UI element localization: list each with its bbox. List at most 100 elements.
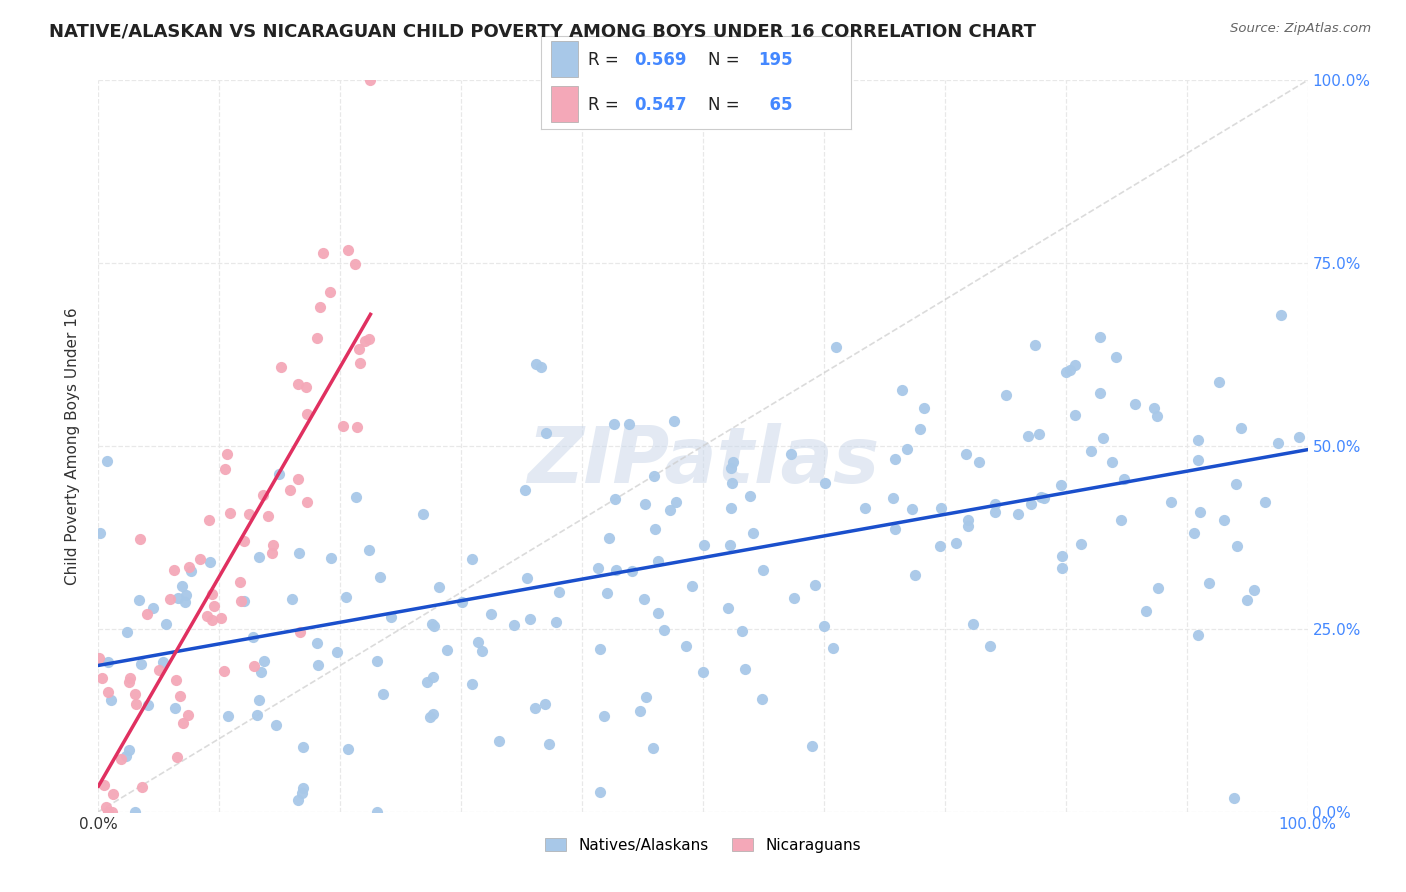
Point xyxy=(1225,477,1247,491)
Point xyxy=(523,701,546,715)
Point xyxy=(984,497,1007,511)
Point xyxy=(332,419,354,434)
Point xyxy=(1064,409,1087,423)
FancyBboxPatch shape xyxy=(551,87,578,122)
Point xyxy=(537,737,560,751)
Point xyxy=(93,778,115,792)
Point xyxy=(641,740,664,755)
Point xyxy=(346,420,368,434)
Point xyxy=(955,447,977,461)
Point xyxy=(287,546,309,560)
Point xyxy=(353,334,375,349)
Point xyxy=(97,655,120,669)
Point xyxy=(135,607,157,622)
Point xyxy=(152,655,174,669)
Point xyxy=(366,805,388,819)
Point xyxy=(1080,444,1102,458)
Point xyxy=(929,500,952,515)
Point xyxy=(422,619,444,633)
Point xyxy=(198,513,221,527)
Point xyxy=(242,630,264,644)
Point xyxy=(908,421,931,435)
Point xyxy=(253,654,276,668)
Point xyxy=(471,644,494,658)
Point xyxy=(214,462,236,476)
Point xyxy=(524,357,547,371)
Point xyxy=(288,624,311,639)
Point xyxy=(249,693,271,707)
Point xyxy=(1188,505,1211,519)
Point xyxy=(855,500,877,515)
Point xyxy=(419,710,441,724)
Point xyxy=(617,417,640,431)
Point xyxy=(359,332,381,346)
Point xyxy=(371,687,394,701)
Point xyxy=(197,608,219,623)
Point xyxy=(136,698,159,712)
Point xyxy=(605,563,627,577)
Point xyxy=(110,752,132,766)
Point xyxy=(1187,452,1209,467)
Point xyxy=(305,636,328,650)
Point xyxy=(180,564,202,578)
Point xyxy=(717,601,740,615)
Point xyxy=(243,659,266,673)
Point xyxy=(634,690,657,704)
Point xyxy=(1160,494,1182,508)
Point xyxy=(603,417,626,432)
Point xyxy=(118,671,141,685)
Point xyxy=(198,555,221,569)
Point xyxy=(1146,409,1168,423)
Point xyxy=(658,503,681,517)
Point xyxy=(246,707,269,722)
Point xyxy=(1223,791,1246,805)
Point xyxy=(720,461,742,475)
Point xyxy=(346,490,368,504)
Point xyxy=(247,550,270,565)
Point xyxy=(534,697,557,711)
Point xyxy=(488,733,510,747)
Point xyxy=(900,502,922,516)
Point xyxy=(412,508,434,522)
Point xyxy=(291,786,314,800)
Point xyxy=(131,657,153,671)
Y-axis label: Child Poverty Among Boys Under 16: Child Poverty Among Boys Under 16 xyxy=(65,307,80,585)
Point xyxy=(813,476,835,491)
Point xyxy=(884,522,907,536)
Point xyxy=(1114,472,1136,486)
Legend: Natives/Alaskans, Nicaraguans: Natives/Alaskans, Nicaraguans xyxy=(538,831,868,859)
Point xyxy=(586,561,609,575)
Point xyxy=(450,595,472,609)
Text: N =: N = xyxy=(709,51,745,69)
Point xyxy=(634,497,657,511)
Point xyxy=(202,599,225,614)
Point xyxy=(1050,560,1073,574)
Point xyxy=(347,342,370,356)
Point xyxy=(281,591,304,606)
Point xyxy=(309,300,332,314)
Point xyxy=(647,606,669,620)
Text: N =: N = xyxy=(709,95,745,113)
Point xyxy=(360,73,382,87)
Point xyxy=(1028,427,1050,442)
Point xyxy=(307,657,329,672)
Point xyxy=(349,356,371,370)
Point xyxy=(692,665,714,680)
Point xyxy=(731,624,754,638)
Point xyxy=(287,376,309,391)
Text: ZIPatlas: ZIPatlas xyxy=(527,423,879,499)
Point xyxy=(380,610,402,624)
Point xyxy=(118,674,141,689)
Point xyxy=(359,543,381,558)
Point xyxy=(179,560,201,574)
Point xyxy=(1187,433,1209,447)
Point xyxy=(233,594,256,608)
Point xyxy=(1135,604,1157,618)
Point xyxy=(1254,494,1277,508)
Point xyxy=(544,615,567,629)
Point xyxy=(603,492,626,507)
Point xyxy=(912,401,935,416)
Point xyxy=(903,568,925,582)
Text: 195: 195 xyxy=(758,51,793,69)
Point xyxy=(326,645,349,659)
